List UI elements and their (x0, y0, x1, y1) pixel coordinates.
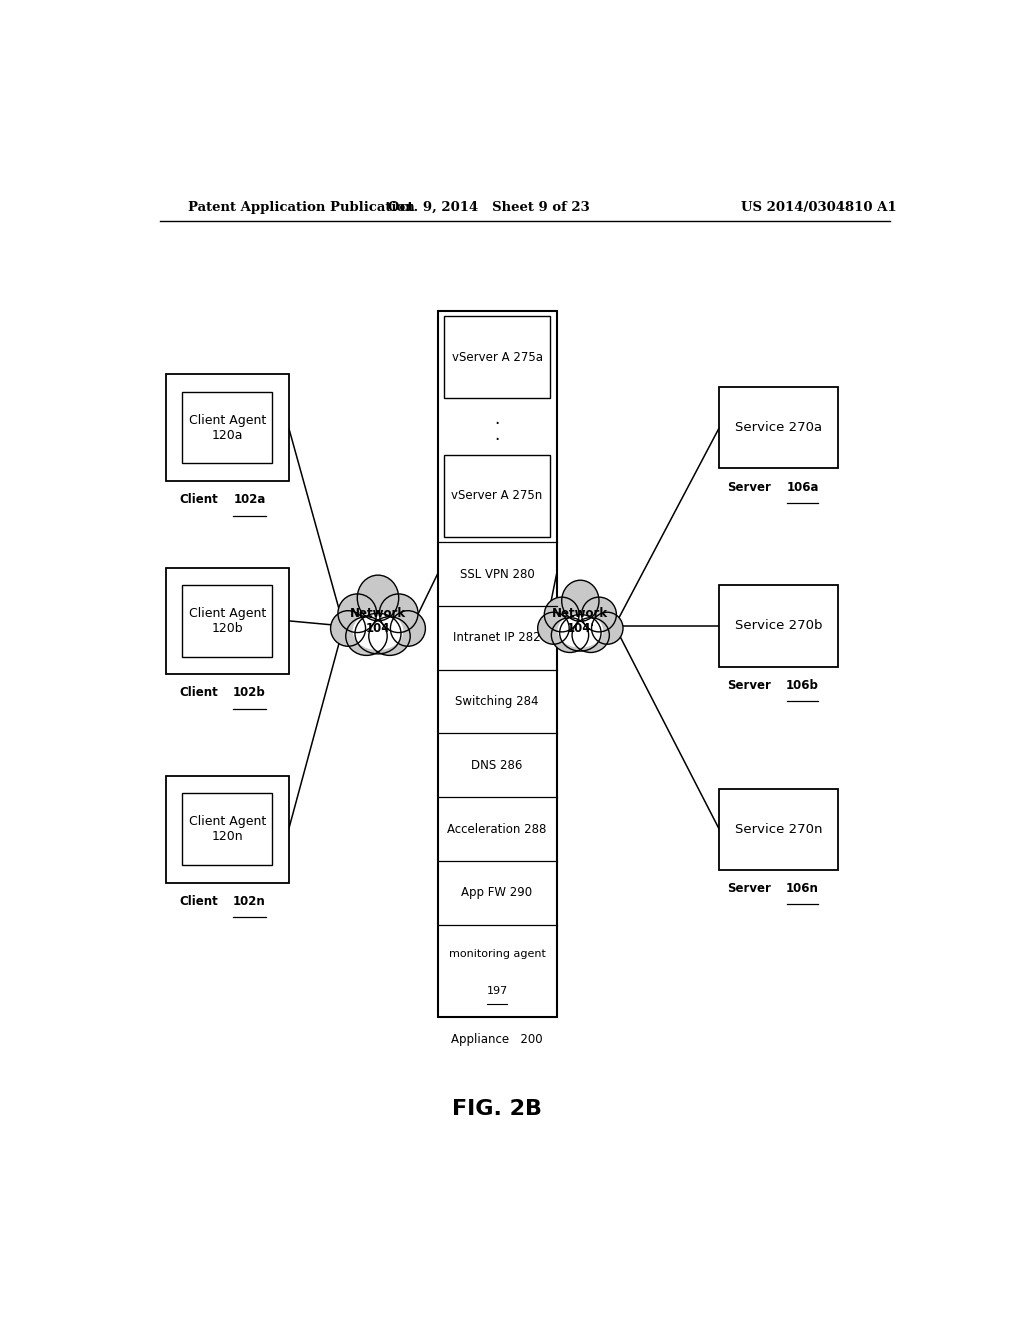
Ellipse shape (545, 597, 580, 632)
Text: ·: · (495, 416, 500, 433)
Text: Network
104': Network 104' (552, 607, 608, 635)
Text: Service 270b: Service 270b (735, 619, 822, 632)
Text: Client Agent
120a: Client Agent 120a (188, 413, 266, 442)
Ellipse shape (390, 611, 425, 647)
Text: Acceleration 288: Acceleration 288 (447, 822, 547, 836)
Ellipse shape (346, 616, 387, 656)
Ellipse shape (355, 614, 401, 653)
Text: 102b: 102b (233, 686, 266, 700)
Bar (182, 392, 272, 463)
Ellipse shape (560, 615, 601, 651)
Text: Server: Server (727, 678, 771, 692)
Text: Server: Server (727, 882, 771, 895)
Bar (719, 585, 839, 667)
Text: 106b: 106b (786, 678, 819, 692)
Bar (166, 568, 289, 675)
Ellipse shape (331, 611, 366, 647)
Text: Client: Client (179, 895, 218, 908)
Ellipse shape (557, 614, 603, 648)
Bar (166, 375, 289, 480)
Text: Appliance   200: Appliance 200 (452, 1032, 543, 1045)
Ellipse shape (338, 594, 377, 632)
Text: 197: 197 (486, 986, 508, 997)
Ellipse shape (592, 612, 623, 644)
Text: vServer A 275a: vServer A 275a (452, 351, 543, 363)
Text: Client: Client (179, 686, 218, 700)
Text: Patent Application Publication: Patent Application Publication (187, 201, 415, 214)
Bar (443, 315, 550, 399)
Text: Intranet IP 282: Intranet IP 282 (454, 631, 541, 644)
Bar (443, 455, 550, 537)
Bar (437, 312, 557, 1018)
Text: US 2014/0304810 A1: US 2014/0304810 A1 (740, 201, 896, 214)
Text: Service 270a: Service 270a (735, 421, 822, 434)
Text: SSL VPN 280: SSL VPN 280 (460, 568, 535, 581)
Text: Network
104: Network 104 (350, 607, 407, 635)
Ellipse shape (379, 594, 418, 632)
Text: 102a: 102a (233, 494, 265, 507)
Text: Service 270n: Service 270n (735, 822, 822, 836)
Text: 106n: 106n (786, 882, 819, 895)
Ellipse shape (357, 576, 398, 620)
Text: Switching 284: Switching 284 (456, 696, 539, 708)
Text: Client: Client (179, 494, 218, 507)
Ellipse shape (352, 612, 403, 649)
Ellipse shape (551, 618, 589, 652)
Text: FIG. 2B: FIG. 2B (452, 1098, 542, 1119)
Text: DNS 286: DNS 286 (471, 759, 522, 772)
Text: Server: Server (727, 480, 771, 494)
Ellipse shape (562, 581, 599, 622)
Ellipse shape (369, 616, 411, 656)
Bar (182, 585, 272, 656)
Text: 102n: 102n (233, 895, 266, 908)
Text: 106a: 106a (786, 480, 819, 494)
Text: Client Agent
120n: Client Agent 120n (188, 816, 266, 843)
Bar (719, 387, 839, 469)
Text: vServer A 275n: vServer A 275n (452, 490, 543, 503)
Ellipse shape (582, 597, 616, 632)
Text: ·: · (495, 432, 500, 449)
Bar (182, 793, 272, 865)
Bar (166, 776, 289, 883)
Text: App FW 290: App FW 290 (462, 886, 532, 899)
Bar (719, 788, 839, 870)
Text: Client Agent
120b: Client Agent 120b (188, 607, 266, 635)
Text: monitoring agent: monitoring agent (449, 949, 546, 960)
Text: Oct. 9, 2014   Sheet 9 of 23: Oct. 9, 2014 Sheet 9 of 23 (388, 201, 590, 214)
Ellipse shape (538, 612, 569, 644)
Ellipse shape (572, 618, 609, 652)
